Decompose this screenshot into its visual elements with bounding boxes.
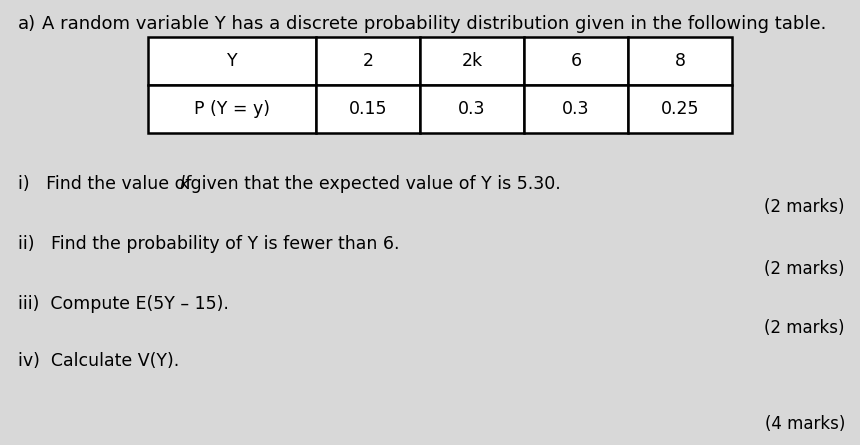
Bar	[316, 85, 420, 133]
Bar	[524, 37, 628, 85]
Text: 2k: 2k	[462, 52, 482, 70]
Text: a): a)	[18, 15, 36, 33]
Text: k: k	[179, 175, 189, 193]
Bar	[628, 85, 732, 133]
Text: 0.15: 0.15	[349, 100, 387, 118]
Text: 0.25: 0.25	[660, 100, 699, 118]
Text: 6: 6	[570, 52, 581, 70]
Bar	[524, 85, 628, 133]
Text: 0.3: 0.3	[458, 100, 486, 118]
Bar	[316, 37, 420, 85]
Text: P (Y = y): P (Y = y)	[194, 100, 270, 118]
Text: 8: 8	[674, 52, 685, 70]
Bar	[628, 37, 732, 85]
Text: (4 marks): (4 marks)	[765, 415, 845, 433]
Bar	[148, 85, 316, 133]
Text: Y: Y	[227, 52, 237, 70]
Text: (2 marks): (2 marks)	[765, 319, 845, 337]
Text: iv)  Calculate V(Y).: iv) Calculate V(Y).	[18, 352, 179, 370]
Text: (2 marks): (2 marks)	[765, 198, 845, 216]
Text: i)   Find the value of: i) Find the value of	[18, 175, 197, 193]
Text: A random variable Y has a discrete probability distribution given in the followi: A random variable Y has a discrete proba…	[42, 15, 826, 33]
Text: 2: 2	[363, 52, 373, 70]
Text: 0.3: 0.3	[562, 100, 590, 118]
Bar	[420, 85, 524, 133]
Bar	[148, 37, 316, 85]
Text: given that the expected value of Y is 5.30.: given that the expected value of Y is 5.…	[185, 175, 561, 193]
Text: (2 marks): (2 marks)	[765, 260, 845, 278]
Bar	[420, 37, 524, 85]
Text: iii)  Compute E(5Y – 15).: iii) Compute E(5Y – 15).	[18, 295, 229, 313]
Text: ii)   Find the probability of Y is fewer than 6.: ii) Find the probability of Y is fewer t…	[18, 235, 400, 253]
